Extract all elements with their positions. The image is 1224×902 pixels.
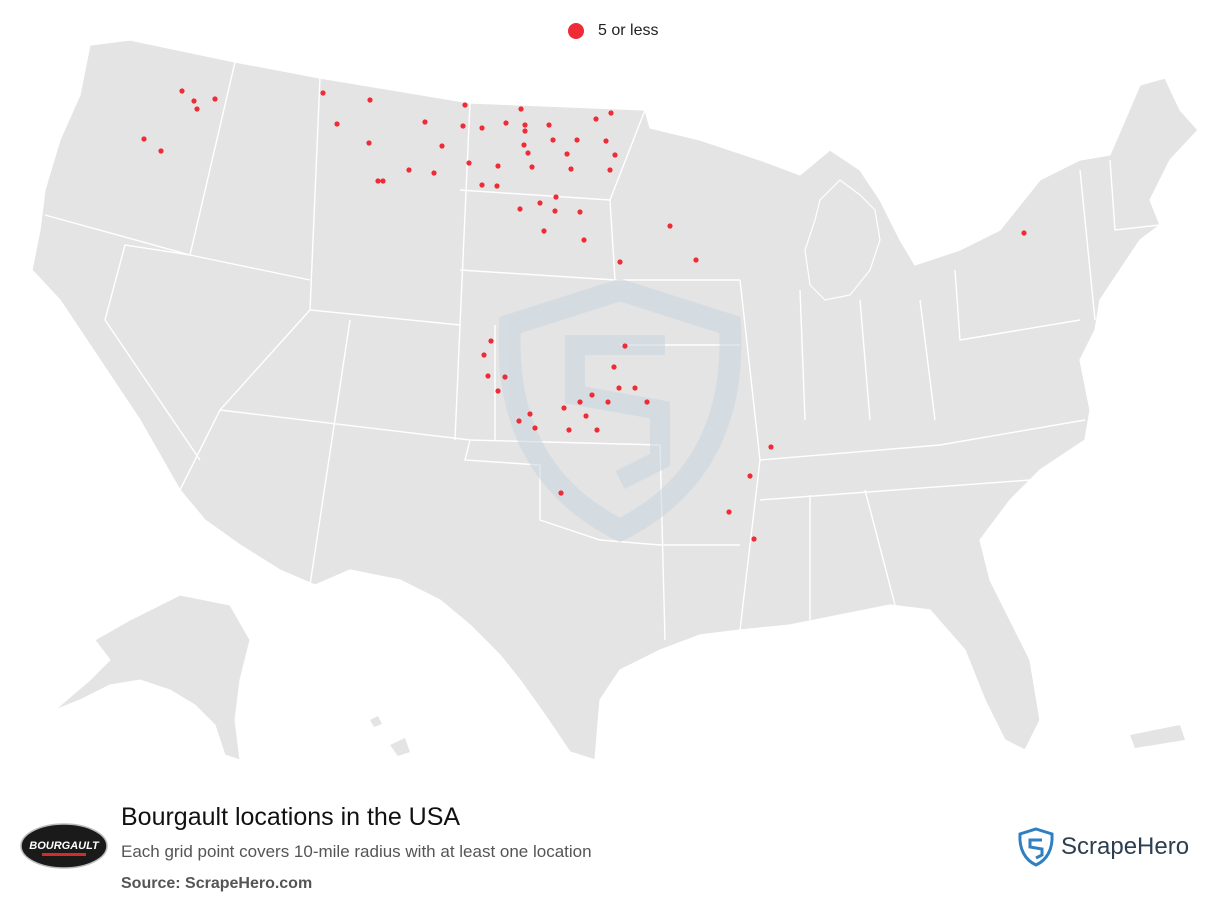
watermark-shield <box>498 278 742 543</box>
logo-text: BOURGAULT <box>29 840 100 852</box>
location-point <box>607 167 613 173</box>
location-point <box>375 178 381 184</box>
hawaii-island <box>390 738 410 756</box>
alaska-land <box>54 594 251 761</box>
bourgault-logo: BOURGAULT <box>20 823 108 869</box>
location-point <box>158 148 164 154</box>
location-points <box>141 88 1027 542</box>
location-point <box>768 444 774 450</box>
map-subtitle: Each grid point covers 10-mile radius wi… <box>121 842 592 861</box>
location-point <box>568 166 574 172</box>
location-point <box>212 96 218 102</box>
location-point <box>320 90 326 96</box>
hawaii-island <box>370 716 382 727</box>
legend: 5 or less <box>568 22 658 40</box>
location-point <box>603 138 609 144</box>
scrapehero-brand: ScrapeHero <box>1017 827 1189 867</box>
location-point <box>522 128 528 134</box>
location-point <box>564 151 570 157</box>
location-point <box>644 399 650 405</box>
location-point <box>751 536 757 542</box>
location-point <box>380 178 386 184</box>
location-point <box>516 418 522 424</box>
location-point <box>747 473 753 479</box>
location-point <box>566 427 572 433</box>
location-point <box>561 405 567 411</box>
location-point <box>589 392 595 398</box>
location-point <box>552 208 558 214</box>
location-point <box>462 102 468 108</box>
state-borders <box>44 61 1161 641</box>
location-point <box>503 120 509 126</box>
location-point <box>617 259 623 265</box>
map-title: Bourgault locations in the USA <box>121 803 461 831</box>
location-point <box>632 385 638 391</box>
location-point <box>529 164 535 170</box>
location-point <box>367 97 373 103</box>
location-point <box>558 490 564 496</box>
location-point <box>605 399 611 405</box>
location-point <box>1021 230 1027 236</box>
location-point <box>485 373 491 379</box>
location-point <box>479 125 485 131</box>
location-point <box>612 152 618 158</box>
brand-name: ScrapeHero <box>1061 833 1190 860</box>
location-point <box>593 116 599 122</box>
location-point <box>495 388 501 394</box>
legend-marker <box>568 23 584 39</box>
location-point <box>495 163 501 169</box>
location-point <box>667 223 673 229</box>
location-point <box>466 160 472 166</box>
location-point <box>583 413 589 419</box>
location-point <box>581 237 587 243</box>
watermark-s <box>565 335 670 489</box>
location-point <box>502 374 508 380</box>
location-point <box>550 137 556 143</box>
location-point <box>494 183 500 189</box>
location-point <box>611 364 617 370</box>
location-point <box>517 206 523 212</box>
logo-stripe <box>42 853 86 856</box>
location-point <box>577 209 583 215</box>
location-point <box>191 98 197 104</box>
location-point <box>518 106 524 112</box>
us-map <box>31 39 1199 761</box>
location-point <box>726 509 732 515</box>
michigan-land <box>804 179 881 301</box>
location-point <box>522 122 528 128</box>
location-point <box>594 427 600 433</box>
location-point <box>334 121 340 127</box>
location-point <box>431 170 437 176</box>
location-point <box>179 88 185 94</box>
location-point <box>693 257 699 263</box>
location-point <box>439 143 445 149</box>
location-point <box>616 385 622 391</box>
location-point <box>622 343 628 349</box>
location-point <box>577 399 583 405</box>
source-text: Source: ScrapeHero.com <box>121 875 313 892</box>
puerto-rico <box>1130 725 1185 748</box>
location-point <box>608 110 614 116</box>
location-point <box>541 228 547 234</box>
location-point <box>574 137 580 143</box>
location-point <box>525 150 531 156</box>
location-point <box>488 338 494 344</box>
scrapehero-shield-icon <box>1018 827 1054 867</box>
location-point <box>537 200 543 206</box>
location-point <box>479 182 485 188</box>
location-point <box>521 142 527 148</box>
location-point <box>366 140 372 146</box>
location-point <box>194 106 200 112</box>
location-point <box>460 123 466 129</box>
scrapehero-watermark <box>498 278 742 543</box>
location-point <box>532 425 538 431</box>
location-point <box>481 352 487 358</box>
location-point <box>422 119 428 125</box>
location-point <box>546 122 552 128</box>
legend-label: 5 or less <box>598 22 659 39</box>
location-point <box>553 194 559 200</box>
location-point <box>141 136 147 142</box>
location-point <box>527 411 533 417</box>
location-point <box>406 167 412 173</box>
